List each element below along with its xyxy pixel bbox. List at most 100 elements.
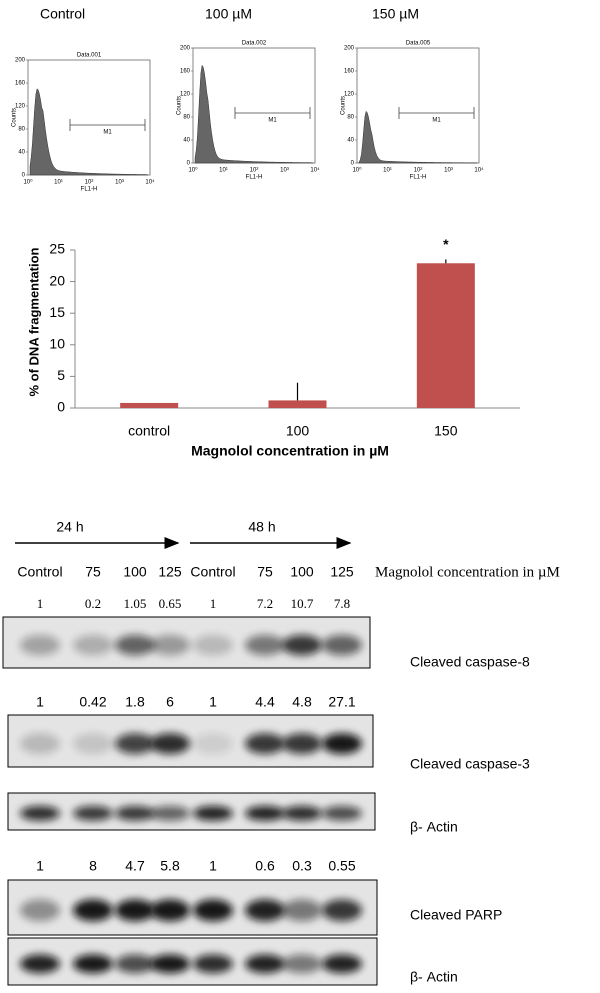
flow-plot-label: Data.002 — [242, 41, 267, 47]
flow-plot-label: Data.005 — [406, 41, 431, 47]
flow-y-tick-label: 40 — [183, 138, 190, 144]
x-tick-label: 100 — [286, 423, 310, 439]
flow-gate-label: M1 — [432, 118, 441, 124]
band-quantification: 27.1 — [328, 694, 355, 710]
blot-frame — [7, 792, 376, 831]
flow-histogram — [358, 110, 478, 164]
flow-y-tick-label: 200 — [180, 46, 191, 52]
blot-name: Cleaved caspase-3 — [410, 756, 530, 772]
lane-label: Control — [17, 564, 62, 580]
flow-x-tick-label: 10¹ — [383, 168, 392, 174]
blot-band — [245, 954, 285, 974]
band-quantification: 8 — [89, 858, 97, 874]
flow-x-tick-label: 10⁰ — [352, 167, 362, 174]
blot-frame — [7, 937, 378, 986]
lane-label: Control — [190, 564, 235, 580]
y-tick-label: 20 — [49, 272, 65, 288]
flow-gate-label: M1 — [103, 130, 112, 136]
blot-background — [7, 879, 378, 936]
bar — [120, 402, 179, 408]
band-quantification: 7.8 — [334, 596, 350, 611]
blot-band — [73, 634, 113, 656]
blot-background — [7, 937, 378, 986]
blot-band — [193, 954, 233, 974]
blot-band — [150, 899, 190, 922]
blot-band — [193, 805, 233, 821]
flow-y-label: Counts — [177, 96, 183, 115]
lane-axis-label: Magnolol concentration in µM — [375, 564, 560, 580]
band-quantification: 1.8 — [125, 694, 145, 710]
blot-band — [115, 954, 155, 974]
blot-band — [20, 899, 60, 922]
flow-x-tick-label: 10¹ — [54, 180, 63, 186]
blot-band — [20, 733, 60, 754]
flow-y-label: Counts — [341, 96, 347, 115]
blot-band — [282, 899, 322, 922]
flow-y-label: Counts — [12, 108, 18, 127]
flow-title: 150 µM — [372, 6, 419, 22]
flow-y-tick-label: 120 — [344, 92, 355, 98]
flow-x-tick-label: 10² — [250, 168, 259, 174]
band-quantification: 1.05 — [124, 596, 147, 611]
blot-band — [193, 634, 233, 656]
band-quantification: 1 — [209, 858, 217, 874]
flow-y-tick-label: 0 — [187, 161, 191, 167]
blot-band — [150, 805, 190, 821]
blot-band — [150, 634, 190, 656]
flow-y-tick-label: 80 — [18, 127, 25, 133]
blot-band — [245, 899, 285, 922]
blot-name: Cleaved caspase-8 — [410, 654, 530, 670]
flow-title: 100 µM — [205, 6, 252, 22]
flow-x-tick-label: 10³ — [280, 168, 289, 174]
flow-y-tick-label: 80 — [347, 115, 354, 121]
flow-x-tick-label: 10⁴ — [474, 167, 484, 174]
flow-histogram — [29, 88, 149, 176]
x-axis-label: Magnolol concentration in µM — [191, 443, 389, 459]
blot-band — [322, 954, 362, 974]
blot-band — [282, 805, 322, 821]
flow-y-tick-label: 120 — [15, 104, 26, 110]
flow-x-tick-label: 10⁴ — [145, 179, 155, 186]
blot-band — [282, 733, 322, 754]
lane-label: 125 — [158, 564, 182, 580]
blot-name: β- Actin — [410, 819, 458, 835]
y-axis-label: % of DNA fragmentation — [26, 247, 41, 396]
band-quantification: 0.6 — [255, 858, 275, 874]
blot-frame — [7, 714, 374, 768]
y-tick-label: 25 — [49, 241, 65, 257]
bar — [416, 263, 475, 408]
band-quantification: 0.65 — [159, 596, 182, 611]
blot-frame — [7, 879, 378, 936]
blot-frame — [2, 616, 371, 669]
y-tick-label: 5 — [57, 367, 65, 383]
bar — [268, 400, 327, 408]
flow-gate-label: M1 — [268, 118, 277, 124]
blot-band — [193, 899, 233, 922]
band-quantification: 1 — [36, 858, 44, 874]
flow-x-tick-label: 10³ — [115, 180, 124, 186]
lane-label: 125 — [330, 564, 354, 580]
blot-band — [193, 733, 233, 754]
lane-label: 75 — [257, 564, 273, 580]
time-label: 48 h — [248, 519, 275, 535]
flow-x-label: FL1-H — [246, 175, 263, 181]
band-quantification: 0.3 — [292, 858, 312, 874]
flow-plot-label: Data.001 — [77, 53, 102, 59]
band-quantification: 0.2 — [85, 596, 101, 611]
blot-band — [322, 805, 362, 821]
blot-band — [322, 634, 362, 656]
flow-x-tick-label: 10⁰ — [23, 179, 33, 186]
flow-y-tick-label: 160 — [180, 69, 191, 75]
flow-y-tick-label: 40 — [347, 138, 354, 144]
flow-y-tick-label: 80 — [183, 115, 190, 121]
lane-label: 75 — [85, 564, 101, 580]
flow-x-tick-label: 10¹ — [219, 168, 228, 174]
blot-name: β- Actin — [410, 969, 458, 985]
time-label: 24 h — [56, 519, 83, 535]
blot-band — [150, 733, 190, 754]
band-quantification: 1 — [210, 596, 217, 611]
flow-y-tick-label: 200 — [344, 46, 355, 52]
blot-name: Cleaved PARP — [410, 907, 502, 923]
lane-label: 100 — [123, 564, 147, 580]
band-quantification: 7.2 — [257, 596, 273, 611]
